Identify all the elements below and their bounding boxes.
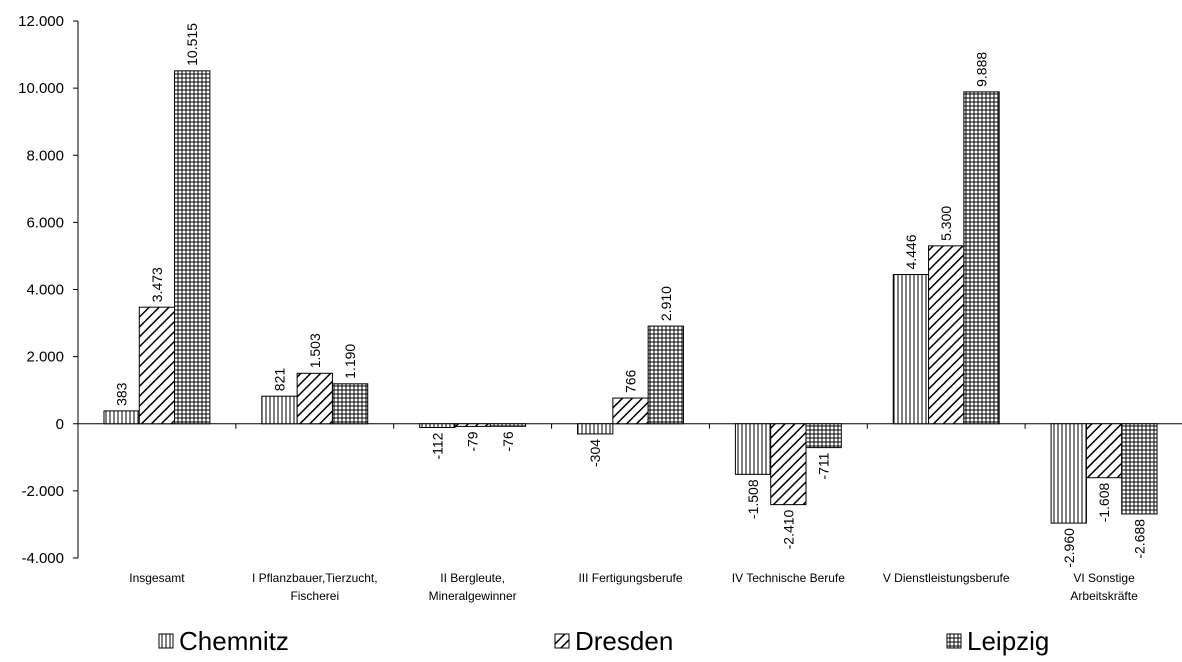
- legend: Chemnitz Dresden Leipzig: [158, 626, 1049, 656]
- legend-swatch-leipzig: [946, 633, 962, 649]
- bar-dresden: [138, 306, 176, 425]
- bar-dresden: [770, 423, 807, 506]
- bar-leipzig: [963, 91, 1000, 425]
- data-label: 1.190: [342, 344, 358, 379]
- data-label: 1.503: [307, 333, 323, 368]
- y-tick-label: 4.000: [26, 282, 64, 299]
- data-label: -76: [500, 431, 516, 451]
- data-labels: 383 3.473 10.515 821 1.503 1.190 -112 -79 -76 -30…: [114, 23, 1148, 568]
- bar-chemnitz: [419, 423, 456, 429]
- bar-chemnitz: [892, 274, 930, 425]
- y-tick-label: -2.000: [21, 483, 64, 500]
- data-label: -1.608: [1096, 483, 1112, 523]
- data-label: 2.910: [658, 286, 674, 321]
- bar-dresden: [296, 372, 333, 425]
- data-label: -112: [429, 432, 445, 459]
- data-label: 10.515: [184, 23, 200, 66]
- bar-dresden: [928, 245, 965, 425]
- bar-leipzig: [174, 70, 211, 425]
- y-tick-label: 8.000: [26, 147, 64, 164]
- bar-leipzig: [1121, 423, 1158, 515]
- data-label: 766: [623, 369, 639, 393]
- y-tick-label: 0: [56, 416, 64, 433]
- legend-label-chemnitz: Chemnitz: [179, 626, 289, 656]
- y-tick-label: -4.000: [21, 550, 64, 567]
- data-label: 821: [271, 368, 287, 392]
- data-label: 9.888: [974, 52, 990, 87]
- data-label: -2.960: [1061, 528, 1077, 568]
- data-label: -79: [465, 431, 481, 451]
- x-axis: Insgesamt I Pflanzbauer,Tierzucht, Fischer…: [77, 423, 1182, 603]
- bar-chemnitz: [734, 423, 772, 475]
- y-tick-label: 6.000: [26, 214, 64, 231]
- x-tick-label: I Pflanzbauer,Tierzucht, Fischerei: [252, 571, 378, 603]
- x-tick-label: III Fertigungsberufe: [578, 571, 682, 585]
- y-tick-label: 12.000: [18, 13, 64, 30]
- data-label: 4.446: [903, 234, 919, 269]
- y-tick-label: 10.000: [18, 80, 64, 97]
- x-tick-label: VI Sonstige Arbeitskräfte: [1070, 571, 1138, 603]
- data-label: -1.508: [745, 479, 761, 519]
- data-label: -304: [587, 439, 603, 467]
- x-tick-label: V Dienstleistungsberufe: [883, 571, 1010, 585]
- data-label: 383: [114, 382, 130, 406]
- bar-leipzig: [331, 383, 369, 425]
- data-label: -2.410: [780, 509, 796, 549]
- legend-swatch-chemnitz: [158, 633, 174, 649]
- bars: [103, 70, 1158, 524]
- legend-swatch-dresden: [554, 633, 570, 649]
- bar-chemnitz: [1050, 423, 1087, 524]
- x-tick-label: II Bergleute, Mineralgewinner: [429, 571, 517, 603]
- bar-chemnitz: [261, 395, 298, 425]
- bar-dresden: [1085, 423, 1123, 479]
- x-tick-label: Insgesamt: [129, 571, 185, 585]
- data-label: -2.688: [1131, 519, 1147, 559]
- data-label: -711: [816, 452, 832, 479]
- data-label: 5.300: [938, 206, 954, 241]
- bar-dresden: [612, 397, 649, 425]
- bar-leipzig: [805, 423, 842, 449]
- legend-label-leipzig: Leipzig: [967, 626, 1049, 656]
- bar-dresden: [454, 423, 491, 427]
- y-axis: 12.000 10.000 8.000 6.000 4.000 2.000 0 -2.000 -…: [18, 13, 79, 567]
- bar-leipzig: [647, 325, 684, 425]
- x-tick-label: IV Technische Berufe: [732, 571, 846, 585]
- legend-label-dresden: Dresden: [575, 626, 673, 656]
- bar-chemnitz: [577, 423, 614, 435]
- y-tick-label: 2.000: [26, 349, 64, 366]
- bar-chemnitz: [103, 410, 140, 425]
- bar-leipzig: [489, 423, 527, 427]
- data-label: 3.473: [149, 267, 165, 302]
